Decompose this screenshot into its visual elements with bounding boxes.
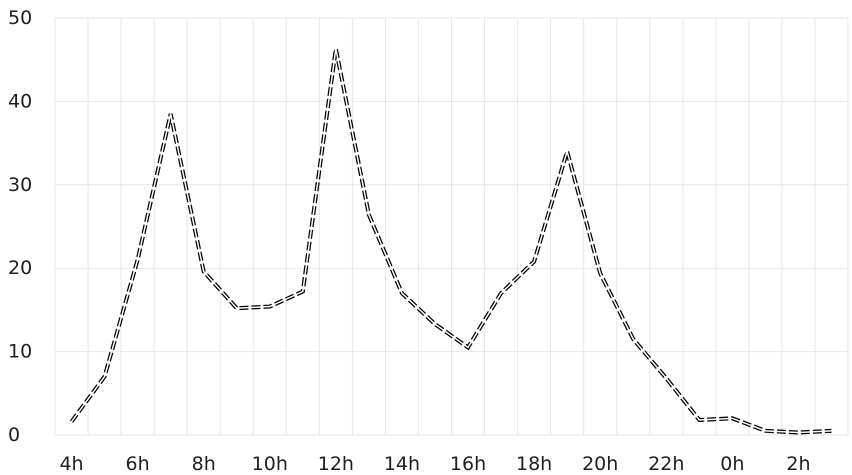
x-tick-label: 22h <box>648 453 684 475</box>
y-tick-label: 30 <box>8 174 32 196</box>
x-tick-label: 2h <box>786 453 810 475</box>
x-tick-label: 0h <box>720 453 744 475</box>
x-tick-label: 14h <box>384 453 420 475</box>
x-tick-label: 12h <box>318 453 354 475</box>
y-tick-label: 40 <box>8 90 32 112</box>
x-tick-label: 20h <box>582 453 618 475</box>
x-tick-label: 8h <box>192 453 216 475</box>
y-tick-label: 0 <box>8 424 20 446</box>
y-tick-label: 20 <box>8 257 32 279</box>
x-tick-label: 18h <box>516 453 552 475</box>
x-axis-labels: 4h 6h 8h 10h 12h 14h 16h 18h 20h 22h 0h 2h <box>59 453 810 475</box>
x-tick-label: 10h <box>252 453 288 475</box>
x-tick-label: 4h <box>59 453 83 475</box>
y-tick-label: 50 <box>8 7 32 29</box>
y-axis-labels: 0 10 20 30 40 50 <box>8 7 32 446</box>
y-tick-label: 10 <box>8 341 32 363</box>
x-tick-label: 16h <box>450 453 486 475</box>
grid <box>55 18 848 435</box>
x-tick-label: 6h <box>126 453 150 475</box>
